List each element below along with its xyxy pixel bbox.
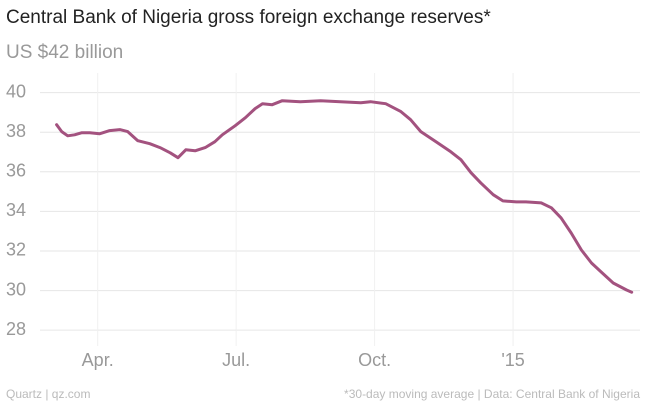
y-tick-label: 38 [6, 121, 26, 141]
y-tick-label: 40 [6, 81, 26, 101]
x-tick-label: '15 [501, 350, 524, 370]
y-tick-label: 34 [6, 200, 26, 220]
data-line [55, 99, 634, 294]
chart-subtitle: US $42 billion [6, 42, 123, 63]
x-tick-label: Apr. [82, 350, 114, 370]
x-tick-label: Oct. [358, 350, 391, 370]
y-tick-label: 32 [6, 240, 26, 260]
y-tick-label: 30 [6, 279, 26, 299]
chart-title: Central Bank of Nigeria gross foreign ex… [6, 7, 491, 28]
y-tick-label: 28 [6, 319, 26, 339]
source-right: *30-day moving average | Data: Central B… [344, 387, 640, 401]
source-left: Quartz | qz.com [6, 387, 90, 401]
x-tick-label: Jul. [222, 350, 250, 370]
y-tick-label: 36 [6, 161, 26, 181]
